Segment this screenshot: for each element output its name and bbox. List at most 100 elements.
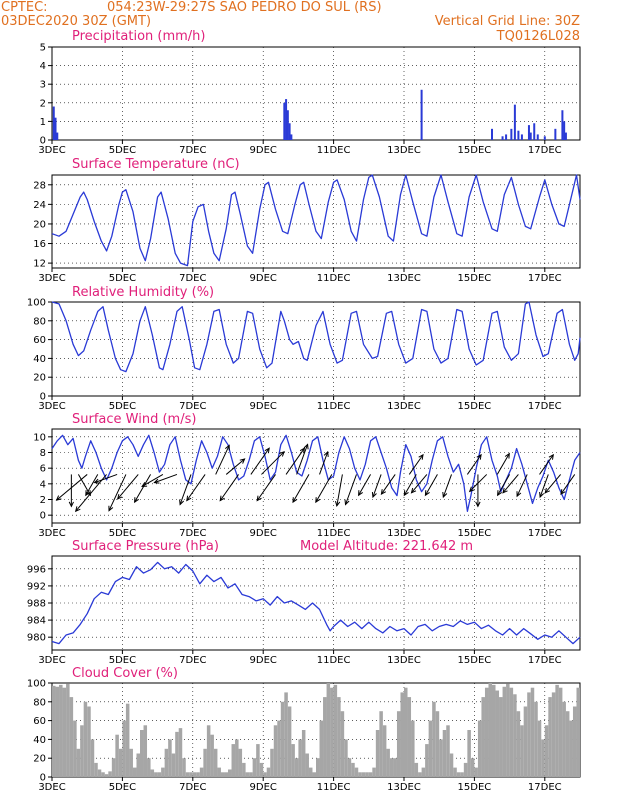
cloud-cloud-bar: [80, 725, 84, 777]
cloud-xtick-label: 7DEC: [179, 782, 206, 793]
cloud-ytick-label: 0: [40, 773, 46, 784]
wind-arrow-head: [315, 497, 321, 504]
precipitation-bar: [564, 132, 567, 140]
wind-arrow-shaft: [219, 474, 239, 501]
wind-arrow-head: [74, 506, 81, 513]
cloud-cloud-bar: [544, 725, 549, 777]
cloud-cloud-bar: [530, 687, 535, 777]
surface-xtick-label: 7DEC: [179, 528, 206, 539]
wind-arrow-shaft: [225, 458, 245, 475]
cloud-ytick-label: 60: [33, 716, 46, 727]
wind-arrow-head: [141, 482, 148, 487]
cloud-cloud-bar: [157, 772, 162, 777]
precipitation-bar: [561, 110, 564, 140]
cloud-cloud-bar: [308, 767, 313, 777]
cloud-cloud-bar: [396, 711, 401, 777]
precipitation-ytick-label: 4: [40, 61, 46, 72]
wind-arrow-head: [153, 478, 160, 484]
cloud-cloud-bar: [375, 730, 380, 777]
cloud-cloud-bar: [576, 687, 580, 777]
wind-arrow-shaft: [186, 474, 206, 501]
cloud-xtick-label: 5DEC: [109, 782, 136, 793]
precipitation-ytick-label: 2: [40, 98, 46, 109]
cloud-cloud-bar: [111, 758, 116, 777]
relative-ytick-label: 0: [40, 392, 46, 403]
wind-arrow-head: [502, 487, 508, 494]
wind-arrow-shaft: [292, 474, 310, 503]
cloud-cloud-bar: [425, 744, 429, 777]
wind-arrow-head: [475, 501, 481, 508]
cloud-cloud-bar: [136, 753, 140, 777]
surface-xtick-label: 13DEC: [387, 655, 421, 666]
wind-arrow-shaft: [516, 474, 528, 497]
cloud-cloud-bar: [150, 769, 155, 777]
cloud-cloud-bar: [428, 720, 433, 777]
cloud-cloud-bar: [411, 720, 415, 777]
surface-xtick-label: 9DEC: [250, 273, 277, 284]
cloud-cloud-bar: [115, 734, 119, 777]
precipitation-bar: [505, 134, 508, 140]
precipitation-bar: [290, 134, 293, 140]
wind-arrow-shaft: [250, 447, 270, 475]
surface-frame: [51, 174, 581, 269]
cloud-cloud-bar: [569, 720, 573, 777]
cloud-cloud-bar: [228, 769, 232, 777]
cloud-cloud-bar: [178, 728, 183, 777]
precipitation-ytick-label: 5: [40, 43, 46, 54]
precipitation-bar: [283, 102, 286, 140]
cloud-cloud-bar: [199, 767, 204, 777]
surface-ytick-label: 992: [27, 581, 46, 592]
cloud-cloud-bar: [104, 774, 109, 777]
wind-arrow-head: [548, 453, 554, 460]
cloud-cloud-bar: [488, 683, 492, 777]
surface-ytick-label: 28: [33, 180, 46, 191]
wind-arrow-head: [560, 489, 566, 496]
relative-ytick-label: 60: [33, 335, 46, 346]
cloud-cloud-bar: [238, 748, 243, 777]
wind-arrow-head: [116, 493, 123, 500]
cloud-cloud-bar: [382, 725, 387, 777]
wind-arrow-shaft: [381, 474, 396, 495]
cloud-cloud-bar: [294, 758, 299, 777]
cloud-cloud-bar: [305, 753, 309, 777]
cloud-cloud-bar: [527, 692, 531, 777]
cloud-cloud-bar: [55, 686, 60, 777]
cloud-cloud-bar: [453, 767, 457, 777]
cloud-cloud-bar: [73, 720, 77, 777]
cloud-cloud-bar: [516, 711, 521, 777]
cloud-cloud-bar: [400, 692, 404, 777]
cloud-cloud-bar: [541, 739, 545, 777]
cloud-cloud-bar: [175, 731, 179, 777]
precipitation-bar: [501, 136, 504, 140]
cloud-cloud-bar: [249, 772, 253, 777]
cloud-cloud-bar: [76, 748, 81, 777]
cloud-cloud-bar: [344, 739, 348, 777]
wind-arrow-head: [544, 487, 550, 494]
wind-arrow-head: [418, 453, 424, 460]
cloud-cloud-bar: [372, 767, 376, 777]
panel-humidity: Relative Humidity (%) 0 20 40 60 80 100 3DEC 5D…: [27, 285, 581, 412]
wind-arrow-head: [497, 490, 502, 497]
cloud-cloud-bar: [62, 687, 67, 777]
wind-arrow-shaft: [345, 474, 357, 505]
cloud-cloud-bar: [280, 701, 285, 777]
surface-ytick-label: 12: [33, 259, 46, 270]
cloud-cloud-bar: [266, 767, 271, 777]
wind-arrow-shaft: [497, 474, 511, 496]
cloud-cloud-bar: [470, 758, 475, 777]
panel-cloud-cover: Cloud Cover (%) 0 20 40 60 80 100 3DEC 5DEC 7DEC…: [27, 666, 581, 793]
wind-arrow-head: [410, 487, 417, 494]
cloud-cloud-bar: [252, 758, 257, 777]
wind-arrow-head: [134, 497, 139, 504]
wind-arrow-shaft: [56, 474, 88, 501]
surface-ytick-label: 24: [33, 200, 46, 211]
precipitation-bar: [288, 123, 291, 140]
cloud-cloud-bar: [520, 725, 524, 777]
cloud-cloud-bar: [168, 739, 172, 777]
relative-ytick-label: 80: [33, 316, 46, 327]
wind-arrow-shaft: [154, 473, 178, 484]
precipitation-xtick-label: 5DEC: [109, 145, 136, 156]
wind-arrow-shaft: [296, 444, 309, 475]
wind-arrow-head: [442, 491, 448, 499]
cloud-cloud-bar: [140, 730, 144, 777]
